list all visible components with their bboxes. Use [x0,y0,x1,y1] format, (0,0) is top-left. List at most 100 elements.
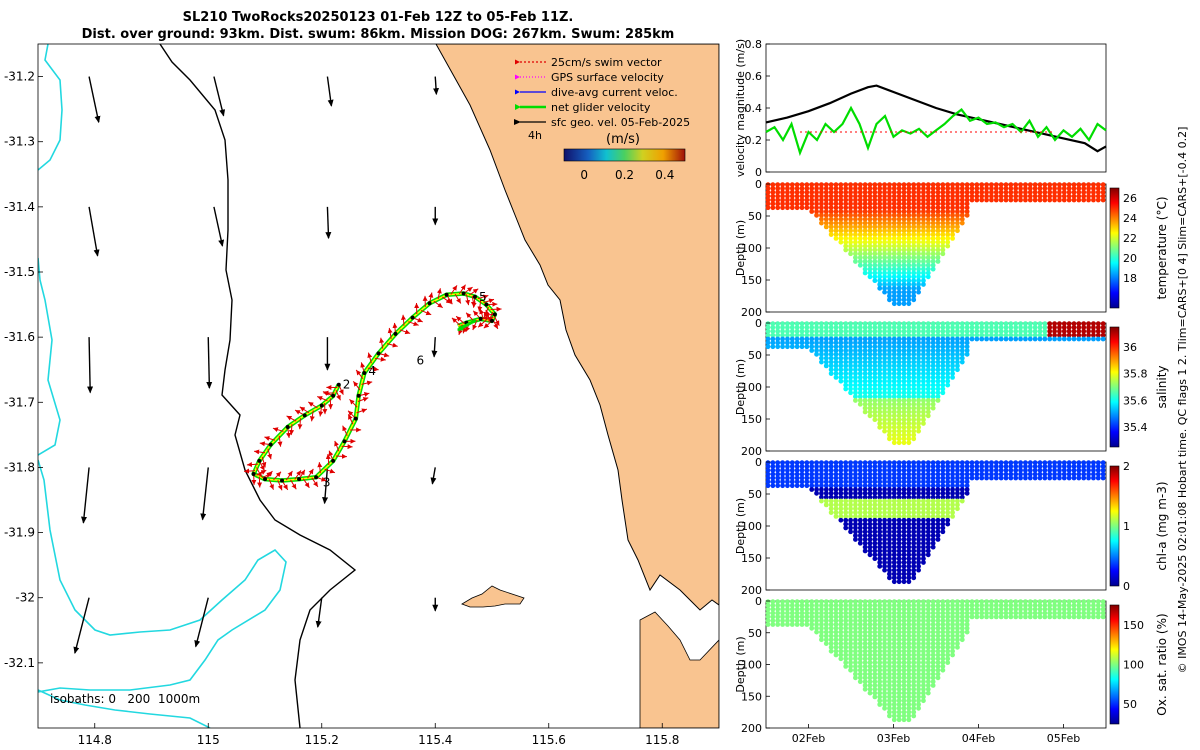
cast-sample [1081,328,1087,334]
cast-sample [872,633,878,639]
cast-sample [1008,332,1014,338]
cast-sample [935,189,941,195]
cast-sample [940,243,946,249]
cast-sample [794,201,800,207]
cast-sample [828,197,834,203]
cast-sample [969,186,975,191]
cast-sample [853,667,858,673]
cast-sample [799,336,805,342]
cast-sample [887,394,892,399]
cast-sample [896,705,902,711]
cast-sample [911,603,917,608]
cast-sample [872,652,878,658]
swim-vector-arrow [450,285,458,295]
cast-sample [891,201,897,207]
cast-sample [950,603,955,608]
cast-sample [828,644,834,650]
cast-sample [911,205,917,211]
cast-sample [925,197,931,203]
swim-vector-arrow [367,352,373,364]
cast-sample [906,705,912,711]
cast-sample [921,660,926,665]
cast-sample [833,622,839,627]
cast-sample [872,336,878,342]
cast-sample [1061,189,1067,195]
cast-sample [833,490,839,496]
cast-sample [814,487,819,492]
cast-sample [906,475,912,481]
cast-sample [1032,332,1038,338]
cast-sample [853,671,858,677]
colorbar-ticklabel: 35.6 [1123,394,1148,407]
cast-sample [921,552,926,558]
cast-sample [906,717,912,723]
cast-sample [901,656,907,662]
cast-sample [916,525,921,531]
cast-sample [911,197,917,203]
cast-sample [925,209,931,214]
cast-sample [911,401,917,407]
cast-sample [857,232,863,237]
cast-sample [916,232,921,237]
cast-sample [901,340,907,346]
cast-sample [916,671,921,677]
cast-sample [950,182,955,188]
cast-sample [819,189,824,195]
cast-sample [1047,186,1053,191]
cast-sample [916,652,921,658]
cast-sample [857,514,863,519]
cast-sample [877,270,883,276]
cast-sample [887,644,892,650]
cast-sample [838,367,844,373]
cast-sample [959,201,965,207]
cast-sample [901,375,907,380]
cast-sample [906,690,912,696]
cast-sample [848,599,853,605]
cast-sample [998,606,1004,612]
cast-sample [799,622,805,627]
cast-sample [901,201,907,207]
cast-sample [877,603,883,608]
cast-sample [930,618,936,624]
colorbar-ticklabel: 100 [1123,659,1144,672]
cast-sample [964,205,970,211]
cast-sample [882,660,887,665]
cast-sample [833,193,839,199]
cast-sample [794,328,800,334]
cast-sample [1081,321,1087,327]
cast-sample [921,686,926,692]
cast-sample [867,490,873,496]
cast-sample [794,332,800,338]
cast-sample [950,212,955,218]
cast-sample [770,475,776,481]
cast-sample [906,189,912,195]
cast-sample [1032,464,1038,469]
cast-sample [916,401,921,407]
cast-sample [930,259,936,264]
colorbar-ticklabel: 150 [1123,619,1144,632]
cast-sample [872,648,878,654]
cast-sample [901,432,907,438]
cast-sample [877,686,883,692]
cast-sample [877,629,883,635]
cast-sample [819,332,824,338]
cast-sample [911,375,917,380]
cast-sample [911,186,917,191]
cast-sample [843,637,849,643]
cast-sample [862,517,868,523]
cast-sample [940,340,946,346]
cast-sample [833,321,839,327]
cast-sample [945,467,951,473]
cast-sample [887,483,892,489]
cast-sample [809,471,815,477]
cast-sample [857,262,863,268]
cast-sample [848,660,853,665]
cast-sample [1013,610,1019,616]
cast-sample [950,344,955,350]
cast-sample [896,579,902,585]
cast-sample [896,398,902,403]
cast-sample [911,540,917,546]
cast-sample [843,351,849,357]
cast-sample [921,274,926,280]
cast-sample [1057,328,1062,334]
